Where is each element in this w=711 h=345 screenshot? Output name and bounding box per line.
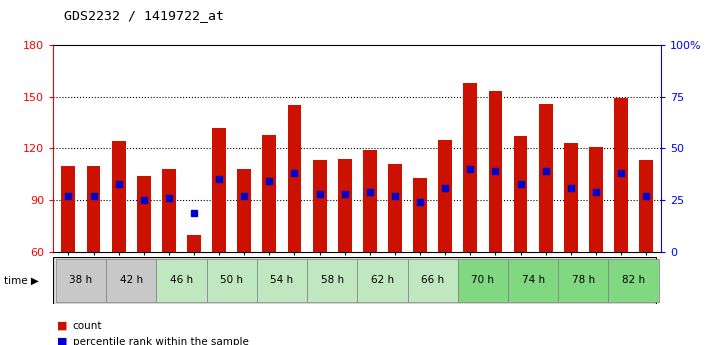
- Bar: [464, 83, 477, 252]
- FancyBboxPatch shape: [156, 259, 207, 302]
- FancyBboxPatch shape: [307, 259, 357, 302]
- Bar: [614, 98, 628, 252]
- Bar: [488, 91, 503, 252]
- Text: 58 h: 58 h: [321, 275, 343, 285]
- Bar: [61, 166, 75, 252]
- Text: count: count: [73, 321, 102, 331]
- Bar: [338, 159, 352, 252]
- Bar: [639, 160, 653, 252]
- Text: 42 h: 42 h: [119, 275, 143, 285]
- Text: ■: ■: [57, 337, 68, 345]
- Text: 66 h: 66 h: [421, 275, 444, 285]
- Text: 62 h: 62 h: [371, 275, 394, 285]
- Text: 46 h: 46 h: [170, 275, 193, 285]
- Bar: [112, 141, 126, 252]
- Bar: [388, 164, 402, 252]
- FancyBboxPatch shape: [53, 257, 656, 304]
- FancyBboxPatch shape: [508, 259, 558, 302]
- Text: 50 h: 50 h: [220, 275, 243, 285]
- Text: GDS2232 / 1419722_at: GDS2232 / 1419722_at: [64, 9, 224, 22]
- Text: 38 h: 38 h: [70, 275, 92, 285]
- Text: time ▶: time ▶: [4, 276, 38, 286]
- Bar: [212, 128, 226, 252]
- Text: 78 h: 78 h: [572, 275, 595, 285]
- Bar: [137, 176, 151, 252]
- FancyBboxPatch shape: [609, 259, 658, 302]
- FancyBboxPatch shape: [257, 259, 307, 302]
- Bar: [162, 169, 176, 252]
- Bar: [513, 136, 528, 252]
- FancyBboxPatch shape: [558, 259, 609, 302]
- Bar: [589, 147, 603, 252]
- FancyBboxPatch shape: [458, 259, 508, 302]
- Text: 54 h: 54 h: [270, 275, 294, 285]
- Bar: [237, 169, 251, 252]
- FancyBboxPatch shape: [407, 259, 458, 302]
- Bar: [363, 150, 377, 252]
- Bar: [438, 140, 452, 252]
- FancyBboxPatch shape: [207, 259, 257, 302]
- Bar: [413, 178, 427, 252]
- Bar: [187, 235, 201, 252]
- FancyBboxPatch shape: [357, 259, 407, 302]
- Text: 70 h: 70 h: [471, 275, 494, 285]
- Bar: [87, 166, 100, 252]
- Text: percentile rank within the sample: percentile rank within the sample: [73, 337, 248, 345]
- Bar: [313, 160, 326, 252]
- FancyBboxPatch shape: [106, 259, 156, 302]
- Bar: [287, 105, 301, 252]
- Text: ■: ■: [57, 321, 68, 331]
- Bar: [262, 135, 277, 252]
- Bar: [564, 143, 578, 252]
- Text: 82 h: 82 h: [622, 275, 645, 285]
- FancyBboxPatch shape: [56, 259, 106, 302]
- Text: 74 h: 74 h: [522, 275, 545, 285]
- Bar: [539, 104, 552, 252]
